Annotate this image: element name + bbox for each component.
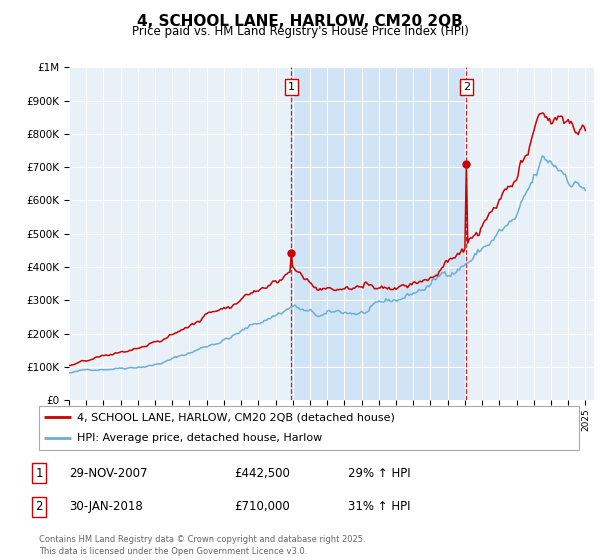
Text: Contains HM Land Registry data © Crown copyright and database right 2025.
This d: Contains HM Land Registry data © Crown c… [39, 535, 365, 556]
Text: 30-JAN-2018: 30-JAN-2018 [69, 500, 143, 514]
Text: £710,000: £710,000 [234, 500, 290, 514]
Text: 4, SCHOOL LANE, HARLOW, CM20 2QB: 4, SCHOOL LANE, HARLOW, CM20 2QB [137, 14, 463, 29]
Text: 2: 2 [35, 500, 43, 514]
Text: 4, SCHOOL LANE, HARLOW, CM20 2QB (detached house): 4, SCHOOL LANE, HARLOW, CM20 2QB (detach… [77, 412, 395, 422]
Text: 29-NOV-2007: 29-NOV-2007 [69, 466, 148, 480]
Bar [292, 67, 466, 400]
Text: 1: 1 [35, 466, 43, 480]
Text: £442,500: £442,500 [234, 466, 290, 480]
Text: Price paid vs. HM Land Registry's House Price Index (HPI): Price paid vs. HM Land Registry's House … [131, 25, 469, 38]
Text: 31% ↑ HPI: 31% ↑ HPI [348, 500, 410, 514]
Text: 1: 1 [288, 82, 295, 92]
Text: HPI: Average price, detached house, Harlow: HPI: Average price, detached house, Harl… [77, 433, 322, 444]
FancyBboxPatch shape [39, 406, 579, 450]
Text: 2: 2 [463, 82, 470, 92]
Text: 29% ↑ HPI: 29% ↑ HPI [348, 466, 410, 480]
